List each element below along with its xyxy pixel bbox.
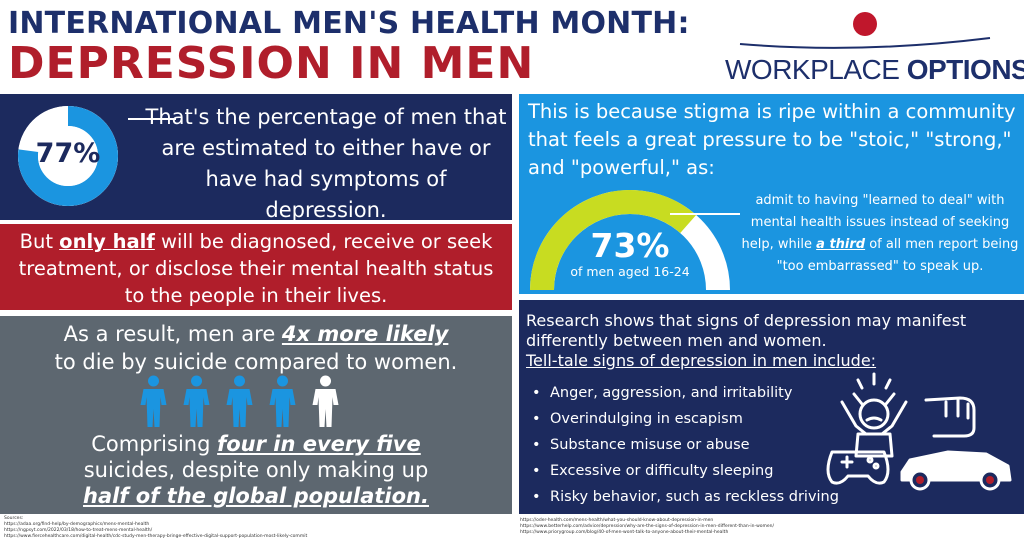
four-in-five-emphasis: four in every five [217, 432, 421, 456]
research-text: Research shows that signs of depression … [526, 311, 967, 350]
only-half-emphasis: only half [59, 230, 155, 253]
stigma-text: This is because stigma is ripe within a … [528, 100, 1016, 179]
donut-77-fill [18, 106, 118, 206]
source-line: https://ngpsyt.com/2022/03/18/how-to-tre… [4, 528, 153, 533]
stat-73-subtitle: of men aged 16-24 [570, 264, 690, 279]
person-icon [312, 375, 339, 427]
gauge-73-chart [530, 190, 730, 290]
person-icon [183, 375, 210, 427]
signs-heading: Tell-tale signs of depression in men inc… [526, 351, 877, 370]
stat-73-text-post: of all men report being "too embarrassed… [776, 237, 1019, 274]
list-item: Anger, aggression, and irritability [532, 380, 862, 406]
person-icon [269, 375, 296, 427]
suicide-emphasis: 4x more likely [281, 322, 449, 346]
stat-77-value: 77% [35, 138, 101, 169]
fist-icon [924, 396, 976, 438]
stat-73-connector [670, 213, 740, 215]
stat-77-text: That's the percentage of men that are es… [145, 105, 507, 222]
person-icon [226, 375, 253, 427]
workplace-options-logo [739, 12, 991, 49]
stat-73-text-pre: admit to having "learned to deal" with m… [741, 193, 1010, 252]
sources-right: https://oder-health.com/mens-health/what… [520, 518, 1020, 536]
suicide-pre: As a result, men are [63, 322, 282, 346]
angry-man-icon [840, 372, 908, 458]
list-item: Overindulging in escapism [532, 406, 862, 432]
donut-77-chart [18, 106, 118, 206]
source-line: https://www.priorygroup.com/blog/40-of-m… [520, 530, 729, 535]
person-icon [140, 375, 167, 427]
suicide-post: to die by suicide compared to women. [54, 350, 458, 374]
signs-illustration [826, 372, 1012, 491]
list-item: Substance misuse or abuse [532, 432, 862, 458]
header-subtitle: INTERNATIONAL MEN'S HEALTH MONTH: [8, 6, 690, 41]
only-half-pre: But [19, 230, 60, 253]
four-in-five-mid: suicides, despite only making up [83, 458, 429, 482]
only-half-post: will be diagnosed, receive or seek treat… [18, 230, 494, 307]
sources-left: Sources: https://adaa.org/find-help/by-d… [4, 516, 504, 540]
people-icon-row [140, 375, 339, 427]
source-line: https://oder-health.com/mens-health/what… [520, 518, 714, 523]
stat-73-emphasis: a third [816, 237, 866, 252]
logo-text-bold: OPTIONS [906, 54, 1024, 85]
suicide-text: As a result, men are 4x more likely to d… [8, 320, 504, 376]
four-in-five-pre: Comprising [91, 432, 218, 456]
logo-text-regular: WORKPLACE [725, 54, 907, 85]
logo-wordmark: WORKPLACE OPTIONS [725, 54, 1024, 86]
car-icon [900, 450, 1012, 491]
suicide-panel [0, 316, 512, 514]
source-line: https://adaa.org/find-help/by-demographi… [4, 522, 150, 527]
only-half-text: But only half will be diagnosed, receive… [6, 228, 506, 309]
list-item: Excessive or difficulty sleeping [532, 458, 862, 484]
gauge-73-fill [530, 190, 697, 290]
source-line: Sources: [4, 516, 24, 521]
four-in-five-text: Comprising four in every five suicides, … [8, 431, 504, 509]
page-title: DEPRESSION IN MEN [8, 38, 535, 89]
source-line: https://www.fiercehealthcare.com/digital… [4, 534, 308, 539]
only-half-panel [0, 224, 512, 310]
stat-73-value: 73% [590, 226, 670, 265]
signs-list: Anger, aggression, and irritability Over… [532, 380, 862, 510]
stat-73-text: admit to having "learned to deal" with m… [740, 190, 1020, 278]
four-in-five-emphasis2: half of the global population. [83, 484, 429, 508]
stat-77-connector [128, 118, 176, 120]
game-controller-icon [826, 450, 890, 485]
source-line: https://www.betterhelp.com/advice/depres… [520, 524, 775, 529]
list-item: Risky behavior, such as reckless driving [532, 484, 862, 510]
